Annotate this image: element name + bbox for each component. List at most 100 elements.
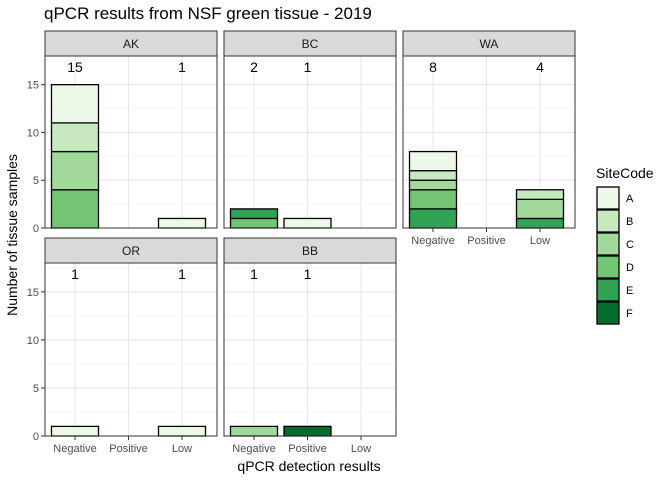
legend-swatch: [596, 301, 620, 325]
bar-segment-site-f: [283, 425, 332, 437]
x-tick-label: Positive: [467, 235, 506, 247]
facet-strip-label: WA: [480, 37, 499, 51]
bar-count-label: 15: [67, 59, 83, 75]
bar-count-label: 1: [71, 266, 79, 282]
bar-count-label: 1: [304, 266, 312, 282]
bar-segment-site-e: [515, 217, 565, 229]
x-tick-label: Low: [351, 443, 371, 455]
bar-segment-site-e: [229, 208, 279, 220]
panel-border: [223, 55, 397, 229]
bar-segment-site-a: [157, 217, 207, 229]
legend-swatch: [596, 209, 620, 233]
facet-strip-label: BC: [302, 37, 319, 51]
legend-label: C: [626, 239, 634, 251]
bar-ak-low: [157, 217, 207, 229]
x-axis-title: qPCR detection results: [237, 458, 380, 474]
bar-segment-site-c: [408, 179, 458, 191]
y-tick-label: 5: [33, 383, 39, 395]
bar-segment-site-a: [408, 150, 458, 172]
bar-segment-site-b: [408, 170, 458, 181]
x-tick-label: Positive: [288, 443, 327, 455]
facet-strip: [223, 30, 397, 57]
legend-item-f: F: [596, 301, 633, 325]
legend-label: F: [626, 308, 633, 320]
bar-wa-low: [515, 189, 565, 229]
bar-segment-site-a: [50, 84, 100, 124]
legend-title: SiteCode: [596, 165, 654, 181]
bar-or-negative: [50, 425, 100, 437]
facet-strip-label: AK: [123, 37, 139, 51]
legend-item-c: C: [596, 232, 634, 256]
bar-count-label: 1: [304, 59, 312, 75]
facet-strip: [223, 237, 397, 264]
bar-segment-site-a: [157, 425, 207, 437]
bar-ak-negative: [50, 84, 100, 229]
y-tick-label: 0: [33, 223, 39, 235]
chart-title: qPCR results from NSF green tissue - 201…: [44, 4, 372, 23]
bar-bb-negative: [229, 425, 279, 437]
y-tick-label: 15: [27, 287, 39, 299]
bar-count-label: 1: [178, 266, 186, 282]
bar-segment-site-d: [408, 189, 458, 210]
legend-item-b: B: [596, 209, 633, 233]
bar-bc-negative: [229, 208, 279, 229]
bar-count-label: 8: [429, 59, 437, 75]
y-tick-label: 10: [27, 127, 39, 139]
panel-background: [45, 263, 217, 436]
bar-segment-site-d: [229, 217, 279, 229]
legend-item-d: D: [596, 255, 634, 279]
panel-border: [402, 55, 576, 229]
bar-segment-site-b: [515, 189, 565, 200]
legend-swatch: [596, 255, 620, 279]
bar-segment-site-a: [283, 217, 332, 229]
panel-border: [44, 262, 218, 437]
bar-or-low: [157, 425, 207, 437]
panel-border: [44, 55, 218, 229]
y-tick-label: 10: [27, 335, 39, 347]
facet-panel-bb: BB 1 1 Negative Positive Low: [223, 237, 397, 455]
legend-swatch: [596, 232, 620, 256]
panel-background: [224, 56, 396, 228]
x-tick-label: Low: [172, 443, 192, 455]
legend-label: A: [626, 193, 634, 205]
facet-strip: [44, 237, 218, 264]
bar-count-label: 1: [178, 59, 186, 75]
facet-strip-label: OR: [122, 244, 140, 258]
x-tick-label: Positive: [109, 443, 148, 455]
bar-segment-site-d: [50, 189, 100, 229]
legend-label: B: [626, 216, 633, 228]
facet-strip-label: BB: [302, 244, 318, 258]
facet-panel-bc: BC 2 1: [223, 30, 397, 229]
bar-count-label: 1: [250, 266, 258, 282]
facet-strip: [44, 30, 218, 57]
panel-background: [224, 263, 396, 436]
bar-wa-negative: [408, 150, 458, 229]
y-tick-label: 0: [33, 431, 39, 443]
bar-count-label: 4: [536, 59, 544, 75]
y-tick-label: 5: [33, 175, 39, 187]
legend-label: E: [626, 285, 633, 297]
x-tick-label: Low: [530, 235, 550, 247]
legend-swatch: [596, 186, 620, 210]
bar-segment-site-a: [50, 425, 100, 437]
legend-swatch: [596, 278, 620, 302]
bar-segment-site-c: [50, 150, 100, 191]
bar-segment-site-e: [408, 208, 458, 229]
bar-bb-positive: [283, 425, 332, 437]
legend-item-a: A: [596, 186, 634, 210]
legend-label: D: [626, 262, 634, 274]
bar-bc-positive: [283, 217, 332, 229]
panel-border: [223, 262, 397, 437]
legend-item-e: E: [596, 278, 633, 302]
facet-panel-wa: WA 8 4 Negative Positive Low: [402, 30, 576, 247]
bar-segment-site-c: [515, 198, 565, 220]
x-tick-label: Negative: [411, 235, 454, 247]
bar-count-label: 2: [250, 59, 258, 75]
x-tick-label: Negative: [53, 443, 96, 455]
y-tick-label: 15: [27, 80, 39, 92]
